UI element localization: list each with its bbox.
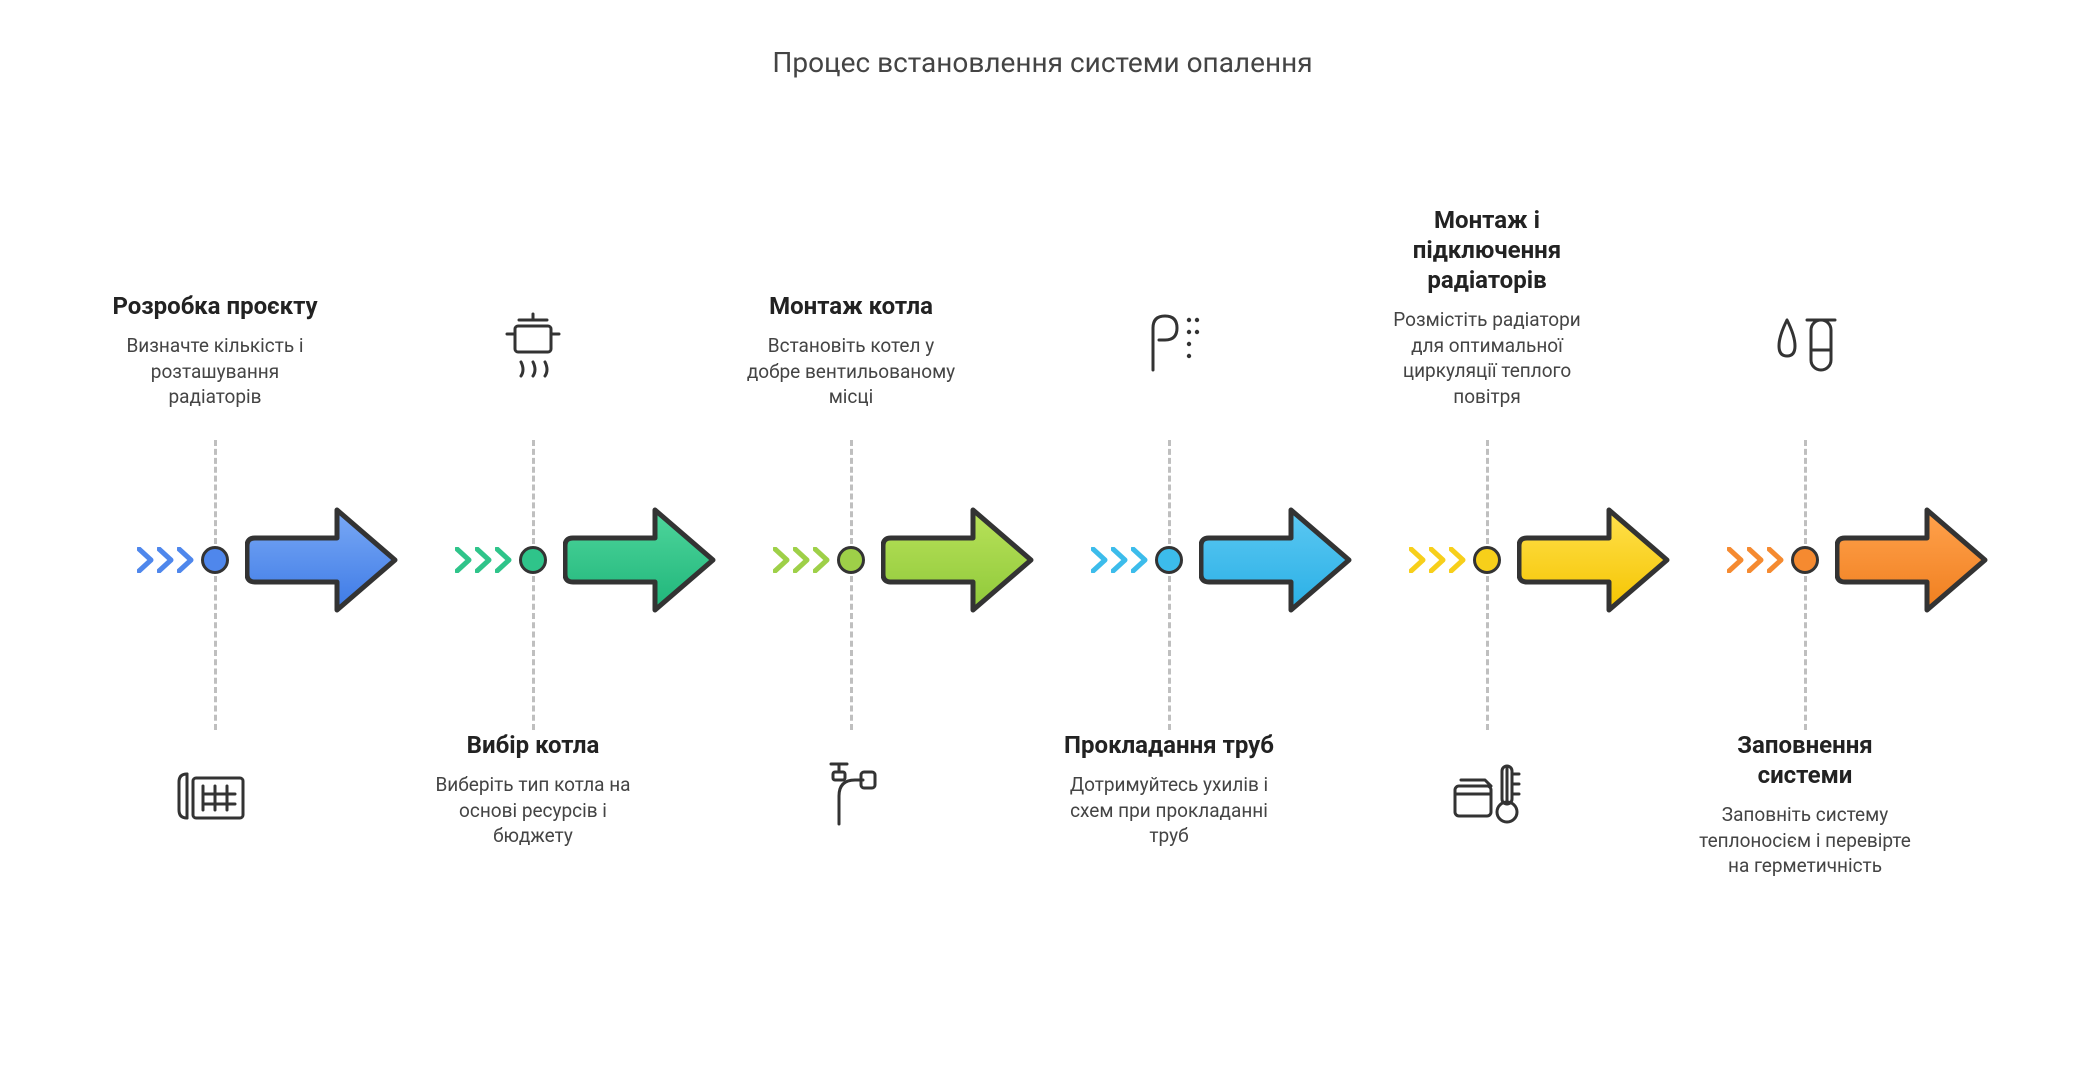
- step-3-title: Монтаж котла: [741, 291, 961, 321]
- step-5-chevrons: [1409, 547, 1467, 573]
- step-2-connector: [532, 576, 535, 730]
- step-6-arrow: [1835, 500, 1995, 620]
- step-1-text: Розробка проєкту Визначте кількість і роз…: [105, 291, 325, 410]
- step-1-blueprint-icon: [175, 760, 255, 830]
- step-4-node: [1155, 546, 1183, 574]
- step-5-radiator-therm-icon: [1447, 760, 1527, 830]
- step-6-connector-2: [1804, 440, 1807, 544]
- step-5-node: [1473, 546, 1501, 574]
- step-4-text: Прокладання труб Дотримуйтесь ухилів і сх…: [1059, 730, 1279, 849]
- step-2-pot-icon: [493, 310, 573, 380]
- step-3-desc: Встановіть котел у добре вентильованому …: [741, 333, 961, 410]
- step-4-title: Прокладання труб: [1059, 730, 1279, 760]
- step-6-title: Заповнення системи: [1695, 730, 1915, 790]
- step-4-desc: Дотримуйтесь ухилів і схем при прокладан…: [1059, 772, 1279, 849]
- step-3-arrow: [881, 500, 1041, 620]
- step-1-node: [201, 546, 229, 574]
- step-3-text: Монтаж котла Встановіть котел у добре вен…: [741, 291, 961, 410]
- step-5-text: Монтаж і підключення радіаторів Розмістіт…: [1377, 205, 1597, 410]
- step-6-desc: Заповніть систему теплоносієм і перевірт…: [1695, 802, 1915, 879]
- step-5-desc: Розмістіть радіатори для оптимальної цир…: [1377, 307, 1597, 410]
- step-4-p-dots-icon: [1129, 310, 1209, 380]
- step-6-chevrons: [1727, 547, 1785, 573]
- step-6-text: Заповнення системи Заповніть систему тепл…: [1695, 730, 1915, 879]
- step-6-node: [1791, 546, 1819, 574]
- step-3-connector: [850, 440, 853, 544]
- step-2-text: Вибір котла Виберіть тип котла на основі …: [423, 730, 643, 849]
- step-5-title: Монтаж і підключення радіаторів: [1377, 205, 1597, 295]
- step-3-pipe-icon: [811, 760, 891, 830]
- step-3-connector-2: [850, 576, 853, 730]
- step-4-chevrons: [1091, 547, 1149, 573]
- step-1-title: Розробка проєкту: [105, 291, 325, 321]
- step-1-chevrons: [137, 547, 195, 573]
- step-5-connector-2: [1486, 576, 1489, 730]
- step-2-arrow: [563, 500, 723, 620]
- step-2-desc: Виберіть тип котла на основі ресурсів і …: [423, 772, 643, 849]
- step-4-connector: [1168, 576, 1171, 730]
- step-2-title: Вибір котла: [423, 730, 643, 760]
- step-2-node: [519, 546, 547, 574]
- step-2-chevrons: [455, 547, 513, 573]
- step-5-connector: [1486, 440, 1489, 544]
- step-1-arrow: [245, 500, 405, 620]
- step-6-connector: [1804, 576, 1807, 730]
- step-1-connector: [214, 440, 217, 544]
- step-5-arrow: [1517, 500, 1677, 620]
- step-3-node: [837, 546, 865, 574]
- process-timeline: Розробка проєкту Визначте кількість і роз…: [0, 0, 2085, 1083]
- step-4-arrow: [1199, 500, 1359, 620]
- step-4-connector-2: [1168, 440, 1171, 544]
- step-1-desc: Визначте кількість і розташування радіат…: [105, 333, 325, 410]
- step-3-chevrons: [773, 547, 831, 573]
- step-6-drop-tube-icon: [1765, 310, 1845, 380]
- step-1-connector-2: [214, 576, 217, 730]
- step-2-connector-2: [532, 440, 535, 544]
